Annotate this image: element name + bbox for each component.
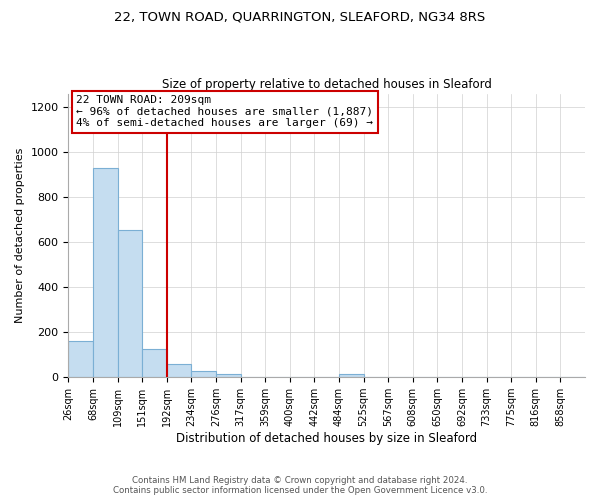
X-axis label: Distribution of detached houses by size in Sleaford: Distribution of detached houses by size …	[176, 432, 477, 445]
Title: Size of property relative to detached houses in Sleaford: Size of property relative to detached ho…	[162, 78, 491, 91]
Text: Contains HM Land Registry data © Crown copyright and database right 2024.
Contai: Contains HM Land Registry data © Crown c…	[113, 476, 487, 495]
Bar	[142, 349, 167, 377]
Y-axis label: Number of detached properties: Number of detached properties	[15, 148, 25, 323]
Bar	[68, 341, 93, 377]
Text: 22, TOWN ROAD, QUARRINGTON, SLEAFORD, NG34 8RS: 22, TOWN ROAD, QUARRINGTON, SLEAFORD, NG…	[115, 10, 485, 23]
Bar	[167, 364, 191, 377]
Text: 22 TOWN ROAD: 209sqm
← 96% of detached houses are smaller (1,887)
4% of semi-det: 22 TOWN ROAD: 209sqm ← 96% of detached h…	[76, 95, 373, 128]
Bar	[191, 371, 216, 377]
Bar	[216, 374, 241, 377]
Bar	[93, 168, 118, 377]
Bar	[339, 374, 364, 377]
Bar	[118, 230, 142, 377]
